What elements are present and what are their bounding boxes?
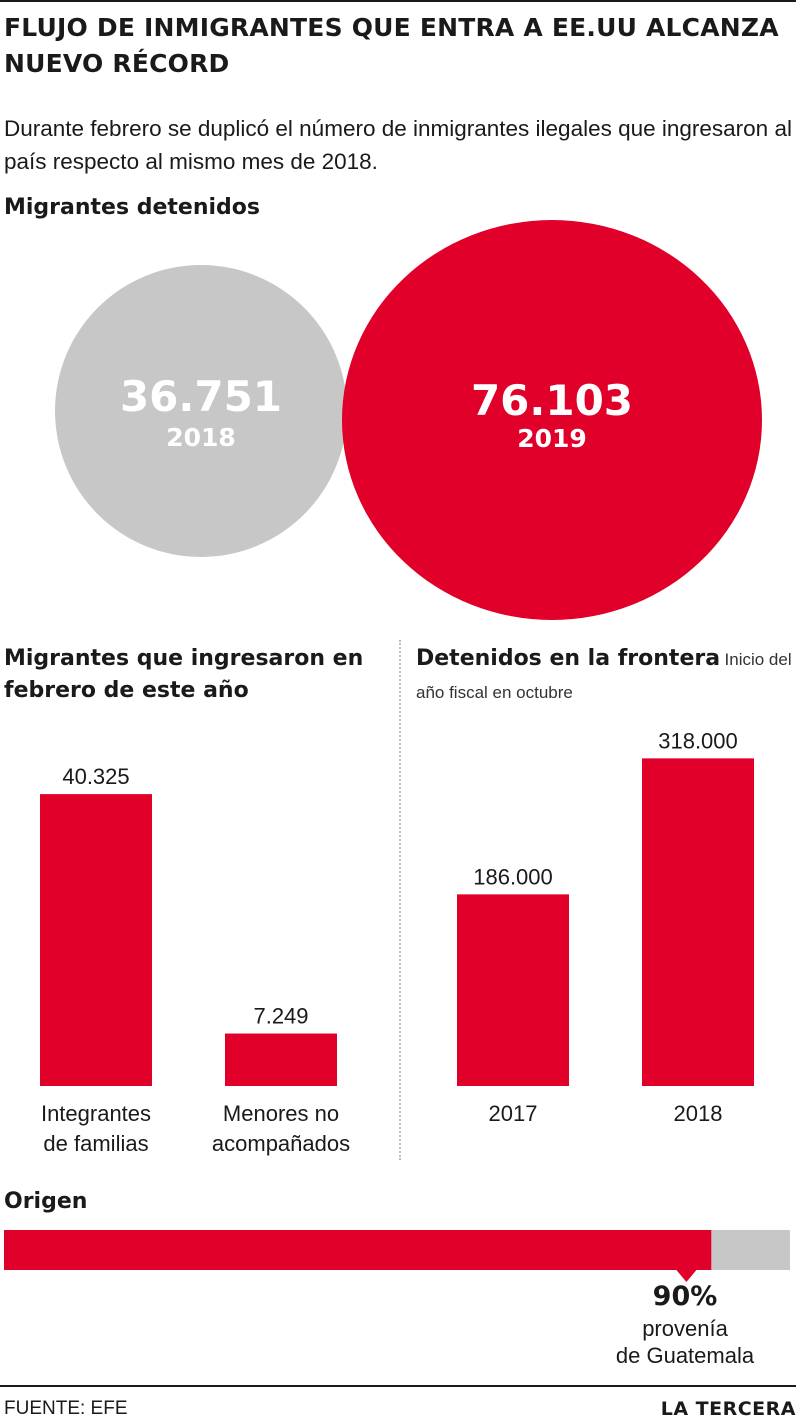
origen-caption-line2: de Guatemala (615, 1343, 755, 1368)
bar-2 (225, 1033, 337, 1086)
bar-category-label: Integrantes (41, 1101, 151, 1126)
bubble-2018: 36.751 2018 (55, 265, 347, 557)
origen-pointer (676, 1270, 697, 1282)
bar-category-label: de familias (43, 1131, 148, 1156)
bubble-2018-year: 2018 (166, 423, 236, 452)
bar-category-label: 2017 (489, 1101, 538, 1126)
bar-1 (457, 894, 569, 1086)
section-title-detenidos: Migrantes detenidos (4, 195, 260, 220)
bar-category-label: Menores no (223, 1101, 339, 1126)
section-note-frontera: Inicio del año fiscal en octubre (416, 650, 792, 702)
bubble-2019-value: 76.103 (470, 376, 634, 425)
origen-caption-line1: provenía (642, 1316, 728, 1341)
column-divider (399, 640, 401, 1160)
bar-category-label: acompañados (212, 1131, 350, 1156)
footer-brand: LA TERCERA (660, 1398, 796, 1420)
top-rule (0, 0, 796, 2)
bar-value-label: 318.000 (658, 728, 738, 753)
bubble-2019: 76.103 2019 (342, 220, 762, 620)
chart-febrero: 40.325 Integrantes de familias 7.249 Menores… (40, 764, 350, 1156)
bar-value-label: 40.325 (62, 764, 129, 789)
footer-source: FUENTE: EFE (4, 1398, 128, 1419)
bar-category-label: 2018 (674, 1101, 723, 1126)
section-frontera-header: Detenidos en la frontera Inicio del año … (416, 643, 798, 710)
bar-value-label: 7.249 (253, 1004, 308, 1029)
page-title: FLUJO DE INMIGRANTES QUE ENTRA A EE.UU A… (4, 13, 779, 78)
origen-segment-1 (4, 1230, 712, 1270)
bar-1 (40, 794, 152, 1086)
origen-percent: 90% (652, 1281, 718, 1312)
section-title-origen: Origen (4, 1189, 88, 1214)
chart-frontera: 186.000 2017 318.000 2018 (457, 728, 754, 1126)
page-subtitle: Durante febrero se duplicó el número de … (4, 116, 792, 174)
bar-value-label: 186.000 (473, 864, 553, 889)
bubble-2019-year: 2019 (517, 424, 587, 453)
footer-rule (0, 1385, 796, 1387)
section-title-frontera: Detenidos en la frontera (416, 646, 721, 671)
bar-2 (642, 758, 754, 1086)
origen-segment-2 (711, 1230, 790, 1270)
section-title-ingresaron: Migrantes que ingresaron en febrero de e… (4, 646, 364, 703)
chart-origen (4, 1230, 790, 1282)
bubble-2018-value: 36.751 (119, 372, 283, 421)
